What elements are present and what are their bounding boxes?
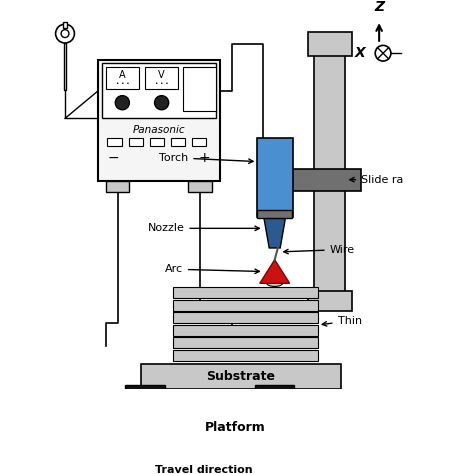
Bar	[64, 22, 66, 28]
Text: Z: Z	[374, 0, 384, 14]
Text: Clamps: Clamps	[0, 473, 1, 474]
Bar	[173, 350, 318, 361]
Circle shape	[375, 46, 391, 61]
Text: Torch: Torch	[159, 153, 253, 164]
Polygon shape	[264, 217, 286, 248]
Text: Panasonic: Panasonic	[133, 125, 185, 135]
Bar	[173, 287, 318, 298]
Bar	[173, 337, 318, 348]
Bar	[171, 138, 185, 146]
Circle shape	[61, 30, 69, 37]
Text: Thin: Thin	[322, 316, 362, 326]
Bar	[255, 385, 294, 397]
Bar	[128, 138, 143, 146]
Text: • • •: • • •	[155, 81, 168, 86]
Bar	[308, 291, 352, 311]
Text: Substrate: Substrate	[206, 370, 275, 383]
Bar	[106, 181, 129, 192]
Bar	[192, 138, 206, 146]
Circle shape	[115, 96, 129, 110]
Bar	[314, 52, 346, 295]
Circle shape	[397, 394, 419, 416]
Text: +: +	[198, 151, 210, 164]
Ellipse shape	[267, 280, 283, 286]
Text: Nozzle: Nozzle	[147, 223, 259, 233]
Text: Arc: Arc	[164, 264, 259, 274]
Bar	[55, 397, 75, 411]
Bar	[106, 67, 139, 89]
Text: Platform: Platform	[205, 421, 266, 434]
Bar	[173, 325, 318, 336]
Bar	[257, 210, 292, 218]
Bar	[102, 64, 216, 118]
Text: V: V	[158, 70, 165, 80]
Bar	[188, 181, 212, 192]
Text: • • •: • • •	[116, 81, 129, 86]
Bar	[85, 417, 387, 439]
Text: Wire: Wire	[284, 245, 355, 255]
Bar	[98, 60, 220, 181]
Bar	[126, 385, 165, 397]
Bar	[257, 138, 293, 217]
Bar	[173, 312, 318, 323]
Polygon shape	[260, 260, 290, 283]
Circle shape	[55, 24, 74, 43]
Bar	[259, 169, 361, 191]
Text: Travel direction: Travel direction	[155, 465, 253, 474]
Text: −: −	[108, 151, 119, 164]
Text: X: X	[354, 46, 365, 60]
Bar	[108, 138, 121, 146]
Text: A: A	[119, 70, 126, 80]
Bar	[173, 300, 318, 311]
Bar	[145, 67, 178, 89]
Bar	[73, 393, 399, 417]
Bar	[141, 364, 341, 389]
Bar	[308, 32, 352, 55]
Text: Slide ra: Slide ra	[350, 174, 403, 185]
Bar	[64, 43, 66, 90]
Bar	[150, 138, 164, 146]
Bar	[183, 67, 216, 111]
Circle shape	[155, 96, 169, 110]
